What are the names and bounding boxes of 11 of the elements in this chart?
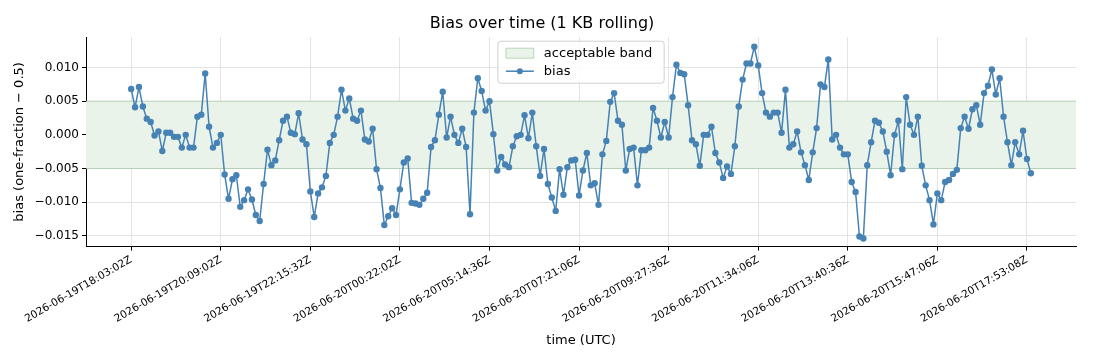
x-axis-title: time (UTC) (546, 331, 616, 347)
y-tick-label: −0.010 (34, 194, 80, 209)
y-axis-title: bias (one-fraction − 0.5) (11, 62, 27, 222)
legend-label: acceptable band (543, 44, 653, 60)
y-tick-label: −0.005 (34, 160, 80, 175)
y-tick-label: 0.000 (44, 126, 80, 141)
chart-title: Bias over time (1 KB rolling) (429, 12, 655, 32)
y-tick-label: −0.015 (34, 227, 80, 242)
y-tick-label: 0.005 (44, 93, 80, 108)
legend-label: bias (543, 62, 571, 78)
y-tick-label: 0.010 (44, 59, 80, 74)
